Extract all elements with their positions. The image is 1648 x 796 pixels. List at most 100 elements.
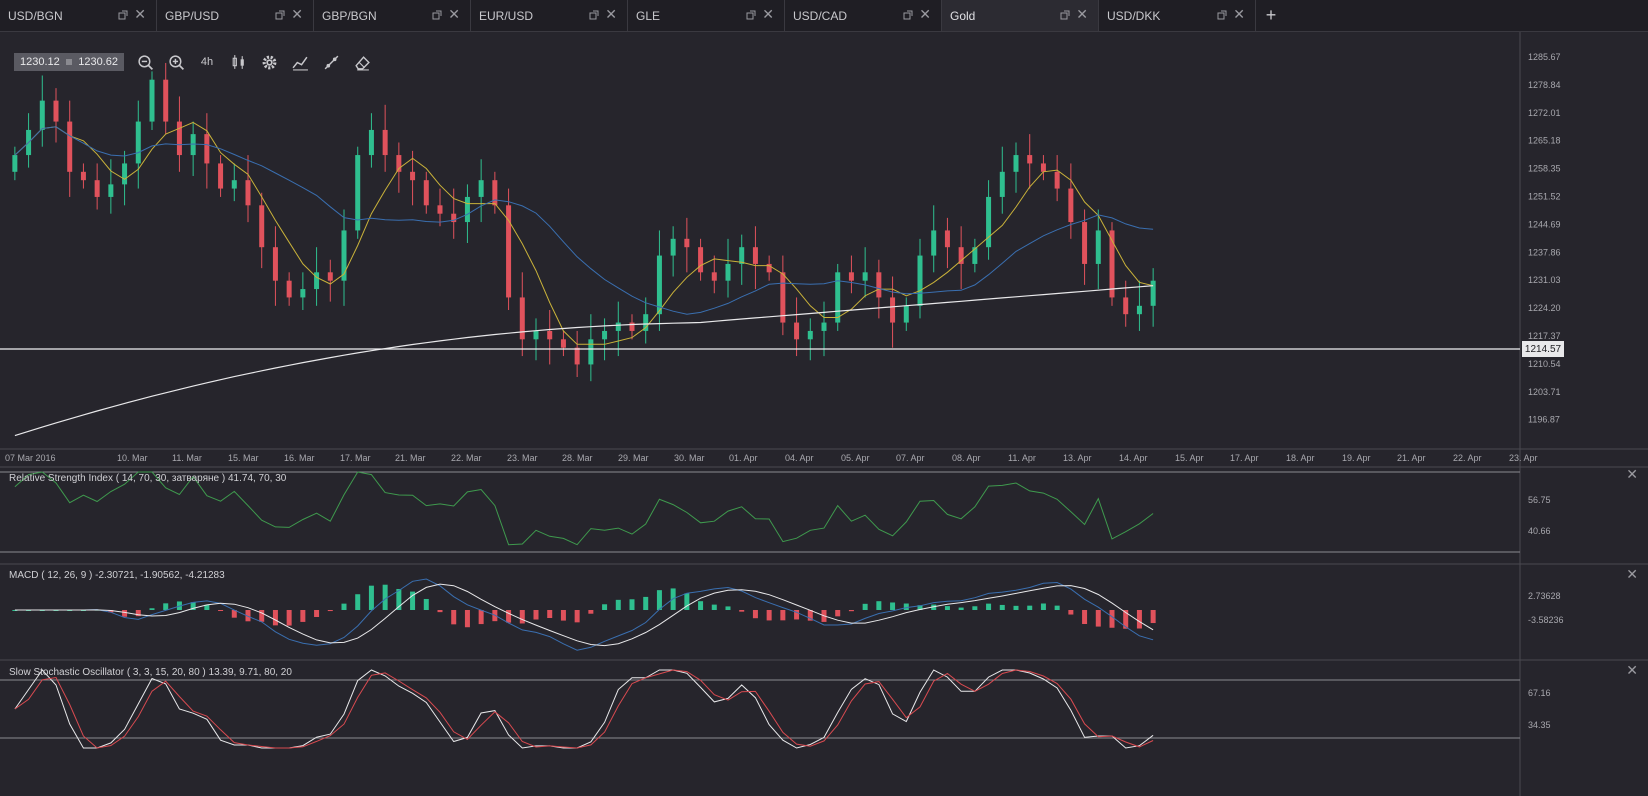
- close-icon[interactable]: ✕: [919, 6, 931, 22]
- macd-histogram-bar: [643, 596, 649, 610]
- candle-body: [259, 205, 265, 248]
- detach-icon[interactable]: [118, 9, 128, 20]
- macd-histogram-bar: [80, 610, 86, 611]
- candle-body: [890, 297, 896, 323]
- macd-histogram-bar: [245, 610, 251, 622]
- tab-gbp-usd[interactable]: GBP/USD ✕: [157, 0, 314, 31]
- macd-histogram-bar: [780, 610, 786, 621]
- price-axis-label: 1285.67: [1528, 52, 1561, 62]
- candle-body: [560, 339, 566, 348]
- zoom-in-icon[interactable]: [166, 52, 186, 72]
- gear-icon[interactable]: [259, 52, 279, 72]
- eraser-icon[interactable]: [352, 52, 372, 72]
- close-icon[interactable]: ✕: [448, 6, 460, 22]
- macd-histogram-bar: [862, 603, 868, 610]
- macd-histogram-bar: [794, 610, 800, 620]
- close-icon[interactable]: ✕: [134, 6, 146, 22]
- detach-icon[interactable]: [746, 9, 756, 20]
- price-axis-label: 1278.84: [1528, 80, 1561, 90]
- detach-icon[interactable]: [1217, 9, 1227, 20]
- macd-histogram-bar: [1040, 603, 1046, 610]
- macd-close-icon[interactable]: ✕: [1626, 566, 1638, 582]
- tab-eur-usd[interactable]: EUR/USD ✕: [471, 0, 628, 31]
- stoch-axis-label: 67.16: [1528, 688, 1551, 698]
- time-axis-label: 11. Mar: [172, 453, 202, 463]
- detach-icon[interactable]: [275, 9, 285, 20]
- price-axis-label: 1196.87: [1528, 415, 1560, 425]
- macd-axis-label: 2.73628: [1528, 591, 1561, 601]
- candle-body: [464, 196, 470, 223]
- candle-body: [231, 180, 237, 189]
- time-axis-label: 15. Apr: [1175, 453, 1204, 463]
- candle-body: [437, 205, 443, 214]
- macd-histogram-bar: [958, 607, 964, 610]
- macd-histogram-bar: [314, 610, 320, 617]
- price-axis-label: 1244.69: [1528, 219, 1561, 229]
- stoch-label: Slow Stochastic Oscillator ( 3, 3, 15, 2…: [9, 667, 292, 678]
- detach-icon[interactable]: [903, 9, 913, 20]
- time-axis-label: 28. Mar: [562, 453, 593, 463]
- macd-histogram-bar: [519, 610, 525, 624]
- stoch-close-icon[interactable]: ✕: [1626, 662, 1638, 678]
- close-icon[interactable]: ✕: [1233, 6, 1245, 22]
- candle-body: [423, 180, 429, 206]
- tab-gold[interactable]: Gold ✕: [942, 0, 1099, 31]
- ask-price: 1230.62: [78, 56, 118, 68]
- macd-histogram-bar: [149, 608, 155, 610]
- macd-histogram-bar: [259, 610, 265, 622]
- rsi-axis-label: 56.75: [1528, 495, 1551, 505]
- macd-histogram-bar: [807, 610, 813, 621]
- close-icon[interactable]: ✕: [1076, 6, 1088, 22]
- close-icon[interactable]: ✕: [762, 6, 774, 22]
- candle-body: [698, 247, 704, 273]
- indicators-icon[interactable]: [290, 52, 310, 72]
- detach-icon[interactable]: [1060, 9, 1070, 20]
- tab-label: USD/CAD: [793, 8, 848, 23]
- macd-histogram-bar: [711, 604, 717, 610]
- price-axis-label: 1258.35: [1528, 164, 1561, 174]
- candle-body: [972, 247, 978, 264]
- candlestick-type-icon[interactable]: [228, 52, 248, 72]
- candle-body: [1027, 155, 1033, 164]
- macd-histogram-bar: [122, 610, 128, 617]
- candle-body: [944, 230, 950, 248]
- sma-slow-line: [14, 285, 1154, 437]
- trendline-icon[interactable]: [321, 52, 341, 72]
- timeframe-selector[interactable]: 4h: [200, 56, 214, 68]
- time-axis-label: 30. Mar: [674, 453, 705, 463]
- macd-histogram-bar: [944, 606, 950, 610]
- tab-label: Gold: [950, 8, 976, 23]
- close-icon[interactable]: ✕: [291, 6, 303, 22]
- macd-histogram-bar: [602, 604, 608, 610]
- candle-body: [643, 314, 649, 331]
- macd-histogram-bar: [1054, 605, 1060, 610]
- close-icon[interactable]: ✕: [605, 6, 617, 22]
- candle-body: [807, 330, 813, 340]
- macd-histogram-bar: [560, 610, 566, 621]
- candle-body: [108, 184, 114, 197]
- time-axis-label: 18. Apr: [1286, 453, 1315, 463]
- tab-usd-bgn[interactable]: USD/BGN ✕: [0, 0, 157, 31]
- add-tab-button[interactable]: +: [1265, 5, 1277, 25]
- candle-body: [602, 330, 608, 340]
- macd-histogram-bar: [999, 604, 1005, 610]
- price-chart[interactable]: 1285.67 1278.84 1272.01 1265.18 1258.35 1251.…: [0, 32, 1648, 796]
- horizontal-line-price-tag: 1214.57: [1522, 341, 1564, 357]
- macd-line: [14, 578, 1154, 651]
- tab-label: GBP/USD: [165, 8, 220, 23]
- candle-body: [94, 180, 100, 197]
- zoom-out-icon[interactable]: [135, 52, 155, 72]
- detach-icon[interactable]: [432, 9, 442, 20]
- price-axis-label: 1224.20: [1528, 303, 1561, 313]
- candle-body: [1054, 171, 1060, 189]
- rsi-close-icon[interactable]: ✕: [1626, 466, 1638, 482]
- macd-label: MACD ( 12, 26, 9 ) -2.30721, -1.90562, -…: [9, 570, 225, 581]
- candle-body: [739, 247, 745, 264]
- tab-usd-dkk[interactable]: USD/DKK ✕: [1099, 0, 1256, 31]
- tab-gbp-bgn[interactable]: GBP/BGN ✕: [314, 0, 471, 31]
- tab-usd-cad[interactable]: USD/CAD ✕: [785, 0, 942, 31]
- tab-gle[interactable]: GLE ✕: [628, 0, 785, 31]
- detach-icon[interactable]: [589, 9, 599, 20]
- macd-histogram-bar: [437, 610, 443, 613]
- macd-histogram-bar: [506, 610, 512, 623]
